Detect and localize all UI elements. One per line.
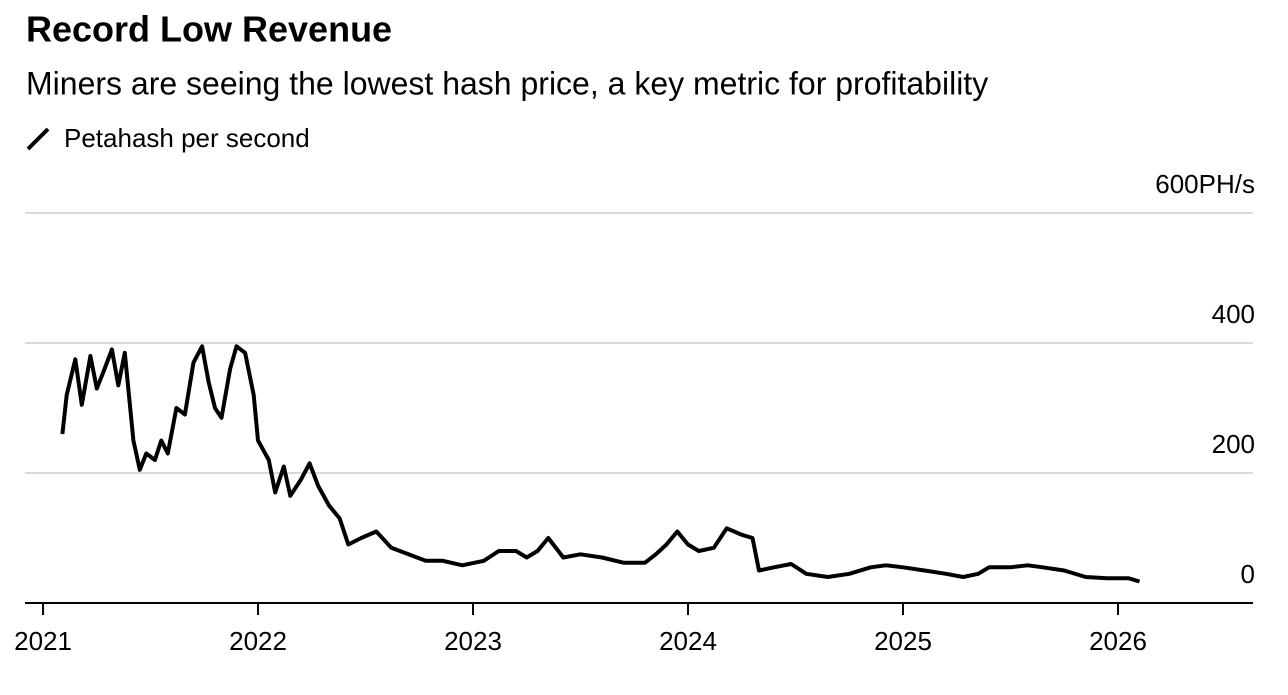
y-tick-label: 600PH/s xyxy=(1155,169,1255,199)
x-tick-label: 2022 xyxy=(229,626,287,656)
x-tick-label: 2025 xyxy=(874,626,932,656)
x-tick-label: 2026 xyxy=(1089,626,1147,656)
legend-label: Petahash per second xyxy=(64,123,310,153)
legend-swatch xyxy=(26,127,50,151)
chart-subtitle: Miners are seeing the lowest hash price,… xyxy=(26,65,988,101)
x-tick-label: 2021 xyxy=(14,626,72,656)
x-tick-label: 2023 xyxy=(444,626,502,656)
y-tick-label: 400 xyxy=(1212,299,1255,329)
y-tick-label: 0 xyxy=(1241,559,1255,589)
chart-title: Record Low Revenue xyxy=(26,9,392,50)
line-series xyxy=(60,344,1141,584)
x-tick-label: 2024 xyxy=(659,626,717,656)
y-tick-label: 200 xyxy=(1212,429,1255,459)
